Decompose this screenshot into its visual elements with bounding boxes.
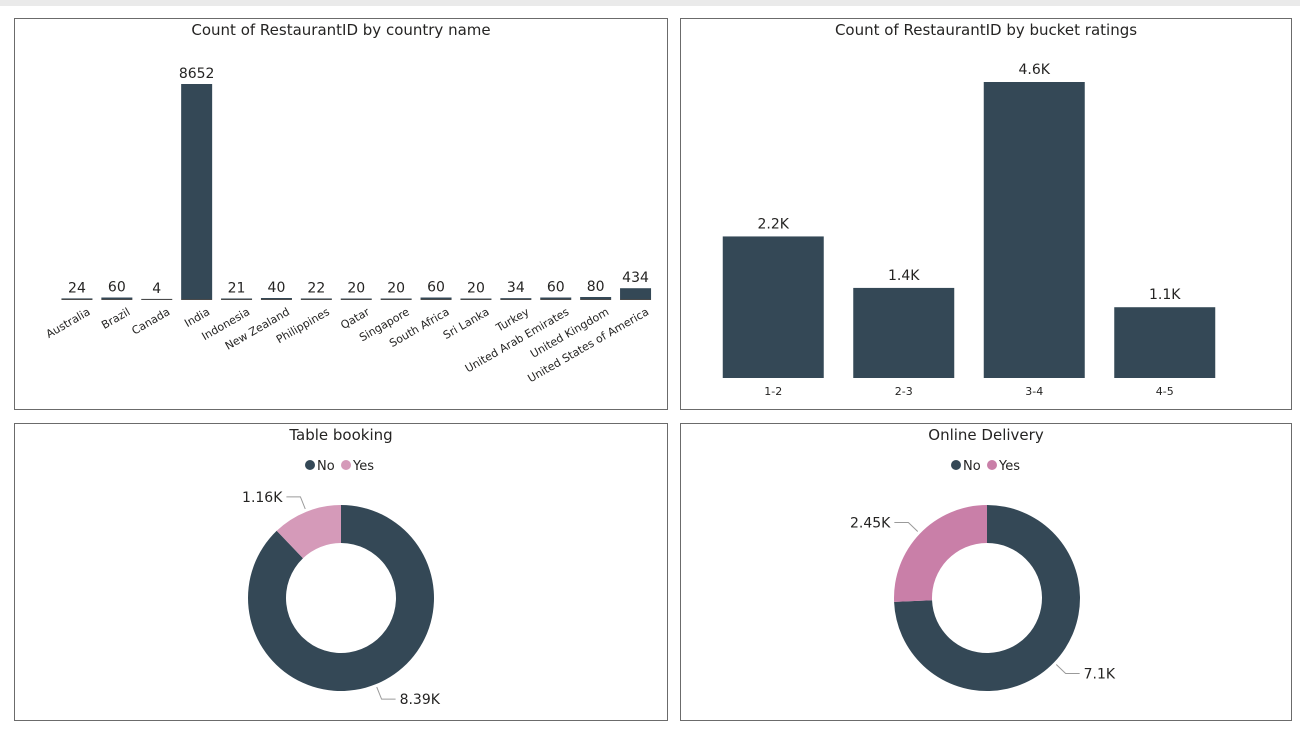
bar — [181, 84, 213, 299]
x-tick-label: Sri Lanka — [441, 305, 492, 342]
data-label: 60 — [427, 280, 445, 296]
x-tick-label: Australia — [44, 305, 93, 341]
legend-marker — [305, 460, 315, 470]
ratings-bar-chart: 2.2K 1-2 1.4K 2-3 4.6K 3-4 1.1K 4-5 — [722, 62, 1216, 398]
data-label: 80 — [587, 279, 605, 295]
online-delivery-title: Online Delivery — [928, 426, 1044, 444]
data-label: 8.39K — [400, 692, 441, 708]
data-label: 7.1K — [1084, 666, 1116, 682]
online-delivery-donut: No Yes 7.1K 2.45K — [850, 459, 1116, 691]
bar — [101, 297, 133, 299]
table-booking-title: Table booking — [289, 426, 393, 444]
x-tick-label: 1-2 — [764, 385, 782, 398]
data-label: 1.4K — [888, 268, 920, 284]
table-booking-panel[interactable]: Table booking No Yes 8.39K 1.16K — [14, 423, 668, 721]
bar — [853, 287, 955, 378]
x-tick-label: Brazil — [99, 305, 132, 332]
legend-marker — [341, 460, 351, 470]
leader-line — [376, 686, 396, 700]
legend-label: No — [963, 459, 981, 474]
data-label: 1.16K — [242, 490, 283, 506]
donut-slice — [894, 505, 987, 602]
online-delivery-panel[interactable]: Online Delivery No Yes 7.1K 2.45K — [680, 423, 1292, 721]
country-chart-panel[interactable]: Count of RestaurantID by country name 24… — [14, 18, 668, 410]
data-label: 20 — [467, 281, 485, 297]
bar — [500, 298, 532, 299]
bar — [260, 298, 292, 299]
data-label: 20 — [347, 281, 365, 297]
x-tick-label: 4-5 — [1156, 385, 1174, 398]
data-label: 60 — [108, 280, 126, 296]
ratings-chart-panel[interactable]: Count of RestaurantID by bucket ratings … — [680, 18, 1292, 410]
donut-slice — [894, 505, 1080, 691]
ratings-chart-title: Count of RestaurantID by bucket ratings — [834, 21, 1138, 39]
donut-slice — [276, 505, 341, 559]
country-bar-chart: 24Australia60Brazil4Canada8652India21Ind… — [44, 66, 652, 385]
leader-line — [286, 496, 306, 510]
data-label: 8652 — [179, 66, 215, 82]
legend-label: Yes — [998, 459, 1020, 474]
legend-label: Yes — [352, 459, 374, 474]
legend-marker — [987, 460, 997, 470]
x-tick-label: 2-3 — [895, 385, 913, 398]
leader-line — [894, 522, 919, 532]
bar — [983, 82, 1085, 378]
table-booking-donut: No Yes 8.39K 1.16K — [242, 459, 441, 708]
bar — [580, 297, 612, 299]
data-label: 60 — [547, 280, 565, 296]
data-label: 2.45K — [850, 516, 891, 532]
bar — [620, 288, 652, 299]
data-label: 22 — [307, 280, 325, 296]
data-label: 4.6K — [1019, 62, 1051, 78]
bar — [722, 236, 824, 378]
bar — [420, 297, 452, 299]
data-label: 20 — [387, 281, 405, 297]
data-label: 434 — [622, 270, 649, 286]
bar — [61, 298, 93, 299]
data-label: 1.1K — [1149, 287, 1181, 303]
data-label: 40 — [268, 280, 286, 296]
legend-label: No — [317, 459, 335, 474]
leader-line — [1055, 664, 1080, 674]
data-label: 4 — [152, 281, 161, 297]
bar — [540, 297, 572, 299]
data-label: 34 — [507, 280, 525, 296]
data-label: 21 — [228, 280, 246, 296]
x-tick-label: 3-4 — [1025, 385, 1043, 398]
bar — [300, 298, 332, 299]
x-tick-label: Canada — [129, 305, 172, 337]
bar — [221, 298, 253, 299]
country-chart-title: Count of RestaurantID by country name — [191, 21, 491, 39]
bar — [1114, 307, 1216, 378]
data-label: 2.2K — [758, 216, 790, 232]
top-bar — [0, 0, 1300, 6]
legend-marker — [951, 460, 961, 470]
donut-slice — [247, 505, 434, 691]
data-label: 24 — [68, 280, 86, 296]
